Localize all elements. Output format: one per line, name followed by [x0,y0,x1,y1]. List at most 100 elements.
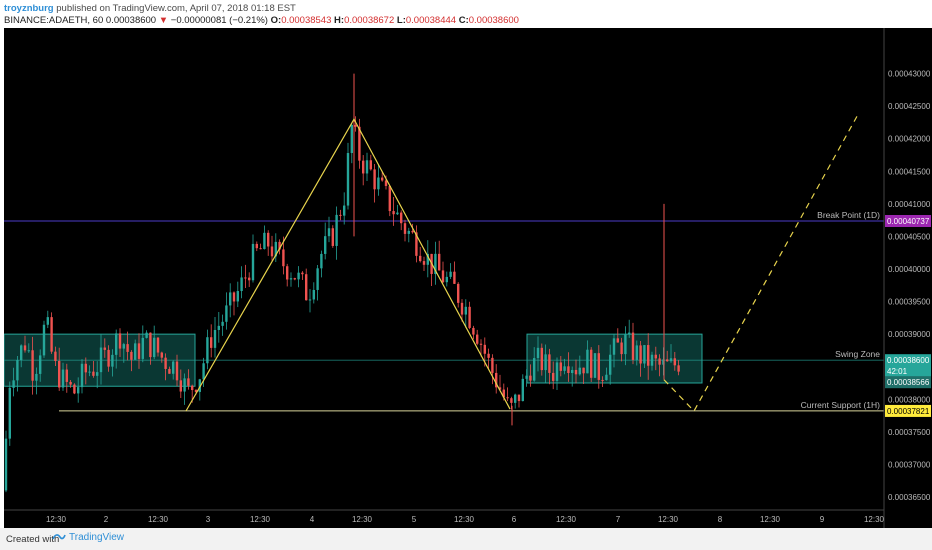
candle-body [156,337,160,353]
candle-body [293,278,296,280]
candle-body [358,126,361,161]
high-label: H: [334,15,345,26]
candle-body [552,372,555,381]
candle-body [419,255,422,262]
candle-body [445,276,448,283]
candle-body [658,358,661,365]
candle-body [202,363,205,380]
current-price-tag: 0.00038566 [887,378,930,387]
candle-body [628,332,631,335]
candle-body [365,160,369,174]
candle-body [411,230,414,233]
candle-body [248,277,251,281]
candle-body [50,317,53,352]
current-price-tag-bg [885,376,931,389]
x-tick-label: 9 [820,515,825,524]
candle-body [521,378,524,402]
x-tick-label: 3 [206,515,211,524]
candle-body [346,153,350,206]
candle-body [396,212,399,215]
candle-body [54,351,57,361]
candle-body [244,277,247,279]
y-tick-label: 0.00041500 [888,167,931,176]
candle-body [540,347,543,371]
candle-body [324,236,327,254]
author-link[interactable]: troyznburg [4,3,54,14]
candle-body [438,253,441,271]
support-price-tag: 0.00037821 [887,407,930,416]
candle-body [210,337,213,348]
candle-body [582,367,585,374]
candle-body [103,347,106,350]
x-tick-label: 12:30 [454,515,475,524]
candle-body [498,387,502,390]
x-tick-label: 12:30 [864,515,885,524]
price-chart[interactable]: Break Point (1D) Current Support (1H) Swin… [4,28,932,528]
x-tick-label: 12:30 [148,515,169,524]
candle-body [88,371,91,373]
candle-body [282,249,285,267]
candle-body [251,243,255,281]
candle-body [164,357,167,369]
candle-body [616,338,619,343]
tradingview-brand: TradingView [69,532,125,543]
candle-body [647,345,650,366]
candle-body [460,302,464,315]
open-value: 0.00038543 [281,15,332,26]
candle-body [639,345,642,364]
candle-body [468,306,471,328]
candle-body [35,373,38,381]
x-tick-label: 8 [718,515,723,524]
candle-body [457,283,460,303]
symbol-label: BINANCE:ADAETH, 60 [4,15,104,26]
y-tick-label: 0.00040500 [888,232,931,241]
candle-body [115,333,118,355]
candle-body [373,169,376,190]
candle-body [232,292,236,302]
candle-body [126,344,129,352]
low-value: 0.00038444 [405,15,457,26]
candle-body [107,349,110,367]
candle-body [130,351,133,360]
zigzag-pattern-line [185,117,511,412]
candle-body [350,124,353,154]
y-tick-label: 0.00040000 [888,265,931,274]
candle-body [662,359,665,365]
candle-body [514,394,517,403]
swing-zone-price-tag-bg [885,354,931,367]
created-with-text: Created with [6,534,60,545]
candle-body [4,438,8,491]
candle-body [426,253,429,265]
candle-body [73,384,76,394]
candle-body [270,246,274,257]
candle-body [111,354,114,367]
candle-body [491,357,494,373]
candle-body [335,214,338,246]
candle-body [122,344,125,349]
candle-body [316,268,319,290]
candle-body [179,380,182,392]
break-point-price-tag-bg [885,214,931,227]
x-tick-label: 12:30 [658,515,679,524]
candle-body [464,306,467,315]
candle-body [65,369,68,382]
y-tick-label: 0.00039000 [888,330,931,339]
candle-body [400,212,403,224]
candle-body [255,243,258,249]
break-point-price-tag: 0.00040737 [887,217,930,226]
candle-body [27,350,30,352]
candle-body [16,360,19,381]
candle-body [187,378,190,386]
candle-body [403,223,407,234]
candle-body [8,387,11,439]
tradingview-link[interactable]: TradingView [52,532,124,543]
chart-area[interactable]: Break Point (1D) Current Support (1H) Swin… [4,28,932,528]
candle-body [213,329,217,348]
candle-body [225,305,228,322]
candle-body [84,363,87,373]
x-tick-label: 12:30 [556,515,577,524]
candle-body [327,228,331,237]
candle-body [137,343,141,359]
candle-body [384,180,388,186]
candle-body [194,390,198,392]
